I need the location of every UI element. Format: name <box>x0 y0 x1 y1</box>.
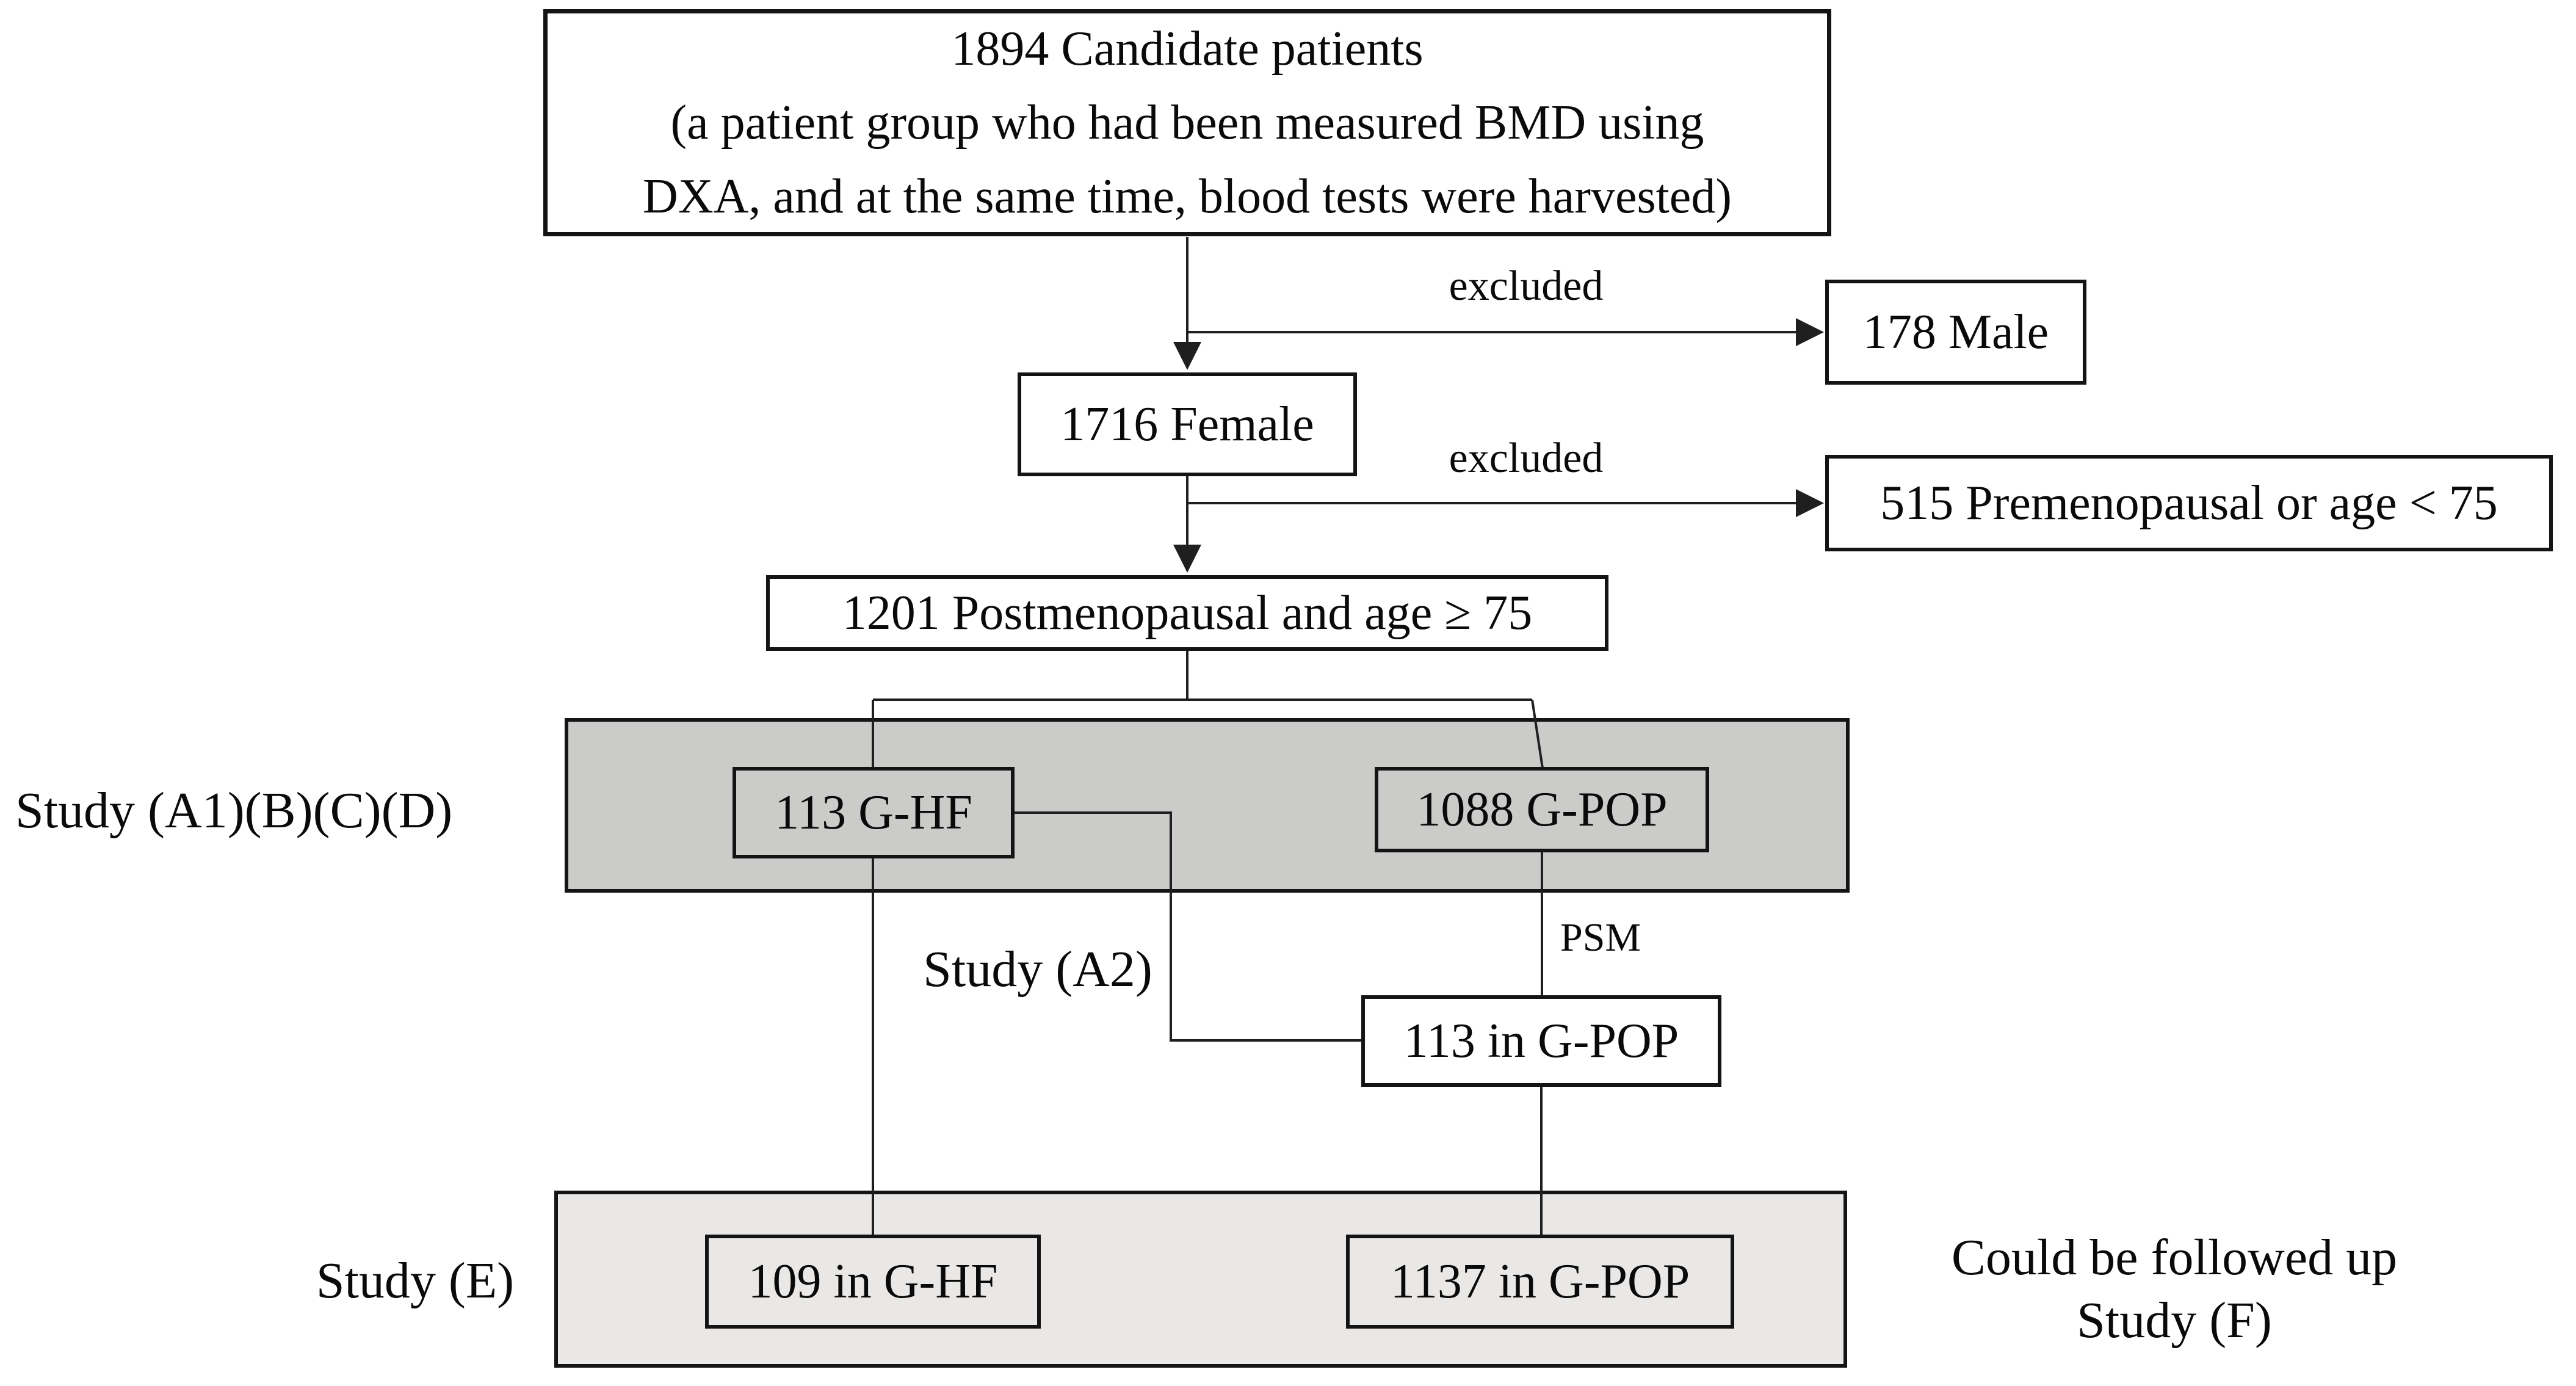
arrowhead-to-premenopausal <box>1796 489 1824 517</box>
node-g-pop: 1088 G-POP <box>1375 767 1709 852</box>
candidate-line-2: (a patient group who had been measured B… <box>670 95 1704 150</box>
followup-line-2: Study (F) <box>2077 1292 2272 1349</box>
arrowhead-to-female <box>1173 342 1201 370</box>
node-g-hf: 113 G-HF <box>733 767 1015 858</box>
excluded-male-label: excluded <box>1449 263 1604 310</box>
study-a2-label: Study (A2) <box>923 941 1152 998</box>
node-g-hf-followed: 109 in G-HF <box>705 1235 1041 1329</box>
node-premenopausal-excluded: 515 Premenopausal or age < 75 <box>1825 455 2553 551</box>
candidate-line-3: DXA, and at the same time, blood tests w… <box>643 169 1732 223</box>
study-a1bcd-label: Study (A1)(B)(C)(D) <box>15 782 453 839</box>
node-g-pop-matched: 113 in G-POP <box>1361 995 1721 1087</box>
node-female: 1716 Female <box>1018 372 1357 476</box>
study-f-followup-label: Could be followed up Study (F) <box>1869 1226 2480 1352</box>
excluded-premenopausal-label: excluded <box>1449 435 1604 482</box>
psm-label: PSM <box>1560 915 1641 960</box>
arrowhead-to-postmenopausal <box>1173 545 1201 573</box>
study-e-label: Study (E) <box>316 1252 515 1309</box>
node-male-excluded: 178 Male <box>1825 280 2086 385</box>
arrowhead-to-male <box>1796 318 1824 346</box>
node-g-pop-followed: 1137 in G-POP <box>1346 1235 1734 1329</box>
node-candidate-patients: 1894 Candidate patients (a patient group… <box>543 9 1831 236</box>
candidate-line-1: 1894 Candidate patients <box>951 21 1424 76</box>
node-postmenopausal: 1201 Postmenopausal and age ≥ 75 <box>766 575 1608 651</box>
followup-line-1: Could be followed up <box>1951 1229 2398 1286</box>
